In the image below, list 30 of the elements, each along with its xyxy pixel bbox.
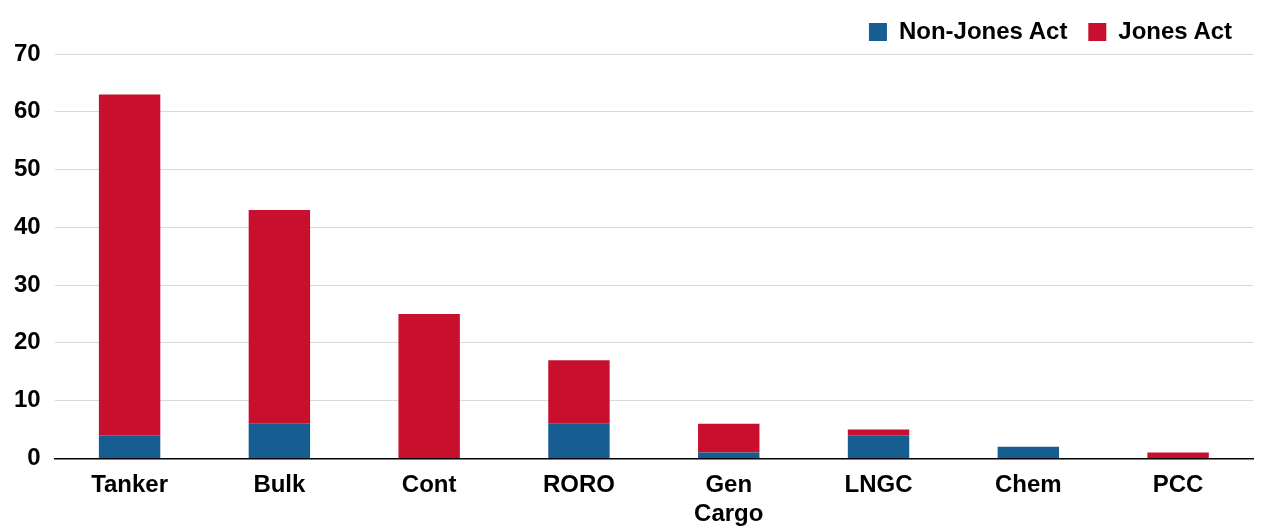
y-tick-label: 70 bbox=[13, 38, 41, 66]
legend-label: Non-Jones Act bbox=[898, 16, 1068, 44]
bar bbox=[847, 435, 910, 458]
legend-label: Jones Act bbox=[1118, 16, 1233, 44]
bar bbox=[398, 313, 460, 458]
y-tick-label: 40 bbox=[13, 211, 41, 239]
bar bbox=[98, 94, 161, 436]
y-tick-label: 60 bbox=[13, 96, 41, 124]
bar bbox=[248, 423, 311, 458]
x-tick-label: Gen Cargo bbox=[694, 470, 764, 527]
y-tick-label: 50 bbox=[13, 154, 41, 182]
x-tick-label: LNGC bbox=[844, 470, 913, 498]
x-tick-label: Bulk bbox=[253, 470, 307, 498]
bar bbox=[548, 423, 610, 458]
y-tick-label: 20 bbox=[13, 327, 41, 355]
x-tick-label: Cont bbox=[401, 470, 457, 498]
x-tick-label: Chem bbox=[994, 470, 1062, 498]
y-tick-label: 10 bbox=[13, 385, 41, 413]
bar bbox=[997, 446, 1060, 458]
bar bbox=[548, 360, 610, 424]
x-tick-label: RORO bbox=[542, 470, 615, 498]
x-tick-label: PCC bbox=[1152, 470, 1204, 498]
x-tick-label: Tanker bbox=[91, 470, 169, 498]
bar bbox=[98, 435, 161, 458]
bar bbox=[248, 209, 311, 424]
bar bbox=[698, 452, 760, 458]
y-tick-label: 0 bbox=[27, 443, 41, 471]
y-tick-label: 30 bbox=[13, 269, 41, 297]
bar bbox=[698, 423, 760, 453]
bar bbox=[1147, 452, 1209, 458]
